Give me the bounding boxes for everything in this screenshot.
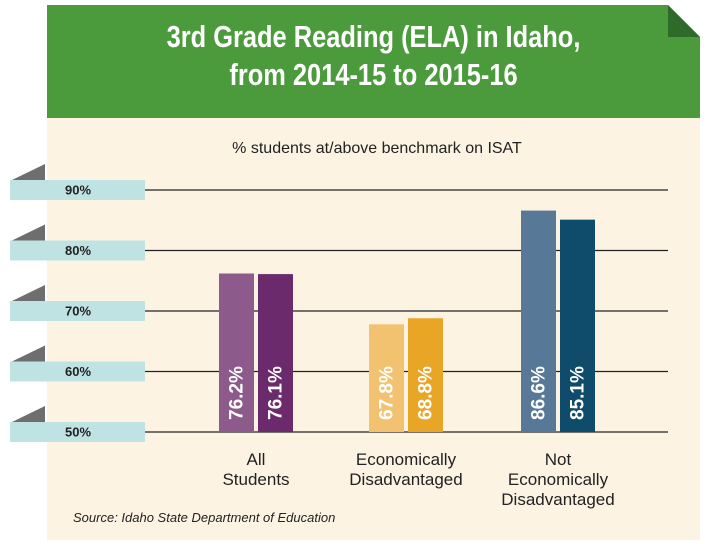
tab (10, 240, 145, 261)
value-label: 85.1% (568, 366, 589, 420)
x-tick-label: Not Economically Disadvantaged (501, 450, 615, 509)
bar (521, 210, 556, 432)
tab (10, 422, 145, 442)
y-tick-label: 80% (65, 243, 91, 258)
header (47, 5, 700, 118)
tab-fold (12, 164, 45, 180)
bar (219, 273, 254, 432)
tab-fold (12, 285, 45, 301)
y-tick-label: 60% (65, 364, 91, 379)
value-label: 76.2% (227, 366, 248, 420)
source: Source: Idaho State Department of Educat… (73, 510, 336, 525)
x-tick-label: Economically Disadvantaged (349, 450, 463, 489)
value-label: 68.8% (416, 366, 437, 420)
header-fold (668, 5, 700, 37)
tab-fold (12, 224, 45, 241)
tab-fold (12, 345, 45, 362)
chart-title: 3rd Grade Reading (ELA) in Idaho, from 2… (166, 19, 581, 92)
tab-fold (12, 406, 45, 422)
y-tick-label: 50% (65, 424, 91, 439)
tab (10, 180, 145, 200)
x-tick-label: All Students (222, 450, 290, 489)
value-label: 67.8% (377, 366, 398, 420)
value-label: 76.1% (266, 366, 287, 420)
chart-subtitle: % students at/above benchmark on ISAT (232, 140, 522, 157)
bar (369, 324, 404, 432)
value-label: 86.6% (529, 366, 550, 420)
bar (258, 274, 293, 432)
bar (408, 318, 443, 432)
bar (560, 219, 595, 432)
y-tick-label: 90% (65, 182, 91, 197)
y-tick-label: 70% (65, 303, 91, 318)
tab (10, 301, 145, 321)
tab (10, 361, 145, 382)
